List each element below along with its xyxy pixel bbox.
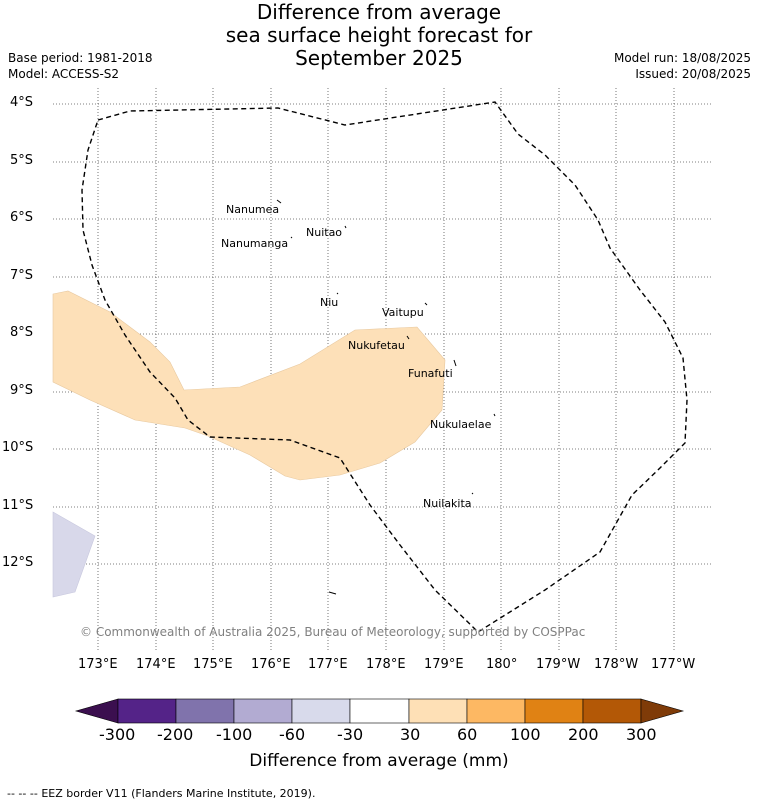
lat-label: 7°S — [10, 268, 34, 283]
lon-label: 177°W — [651, 657, 696, 672]
eez-border — [81, 101, 688, 633]
lat-label: 6°S — [10, 210, 34, 225]
island-nukulaelae-marker — [493, 413, 496, 417]
lat-label: 11°S — [2, 498, 34, 513]
base-period: Base period: 1981-2018 — [8, 51, 153, 65]
lon-label: 180° — [486, 657, 518, 672]
island-label-nanumea: Nanumea — [226, 203, 280, 216]
lon-label: 178°E — [366, 657, 406, 672]
colorbar-tick-label: -200 — [157, 725, 194, 744]
island-funafuti-marker — [453, 359, 457, 367]
island-small-south-marker — [328, 591, 337, 595]
colorbar-tick-label: -30 — [337, 725, 364, 744]
anomaly-region-negative — [52, 511, 96, 598]
island-label-vaitupu: Vaitupu — [382, 306, 424, 319]
lat-label: 5°S — [10, 153, 34, 168]
anomaly-region-positive — [52, 290, 446, 481]
island-nuilakita-marker — [471, 492, 474, 495]
island-vaitupu-marker — [424, 302, 428, 306]
lat-label: 12°S — [2, 555, 34, 570]
lon-label: 173°E — [78, 657, 118, 672]
eez-legend-symbol: -- -- -- — [7, 787, 38, 800]
island-label-niu: Niu — [320, 296, 339, 309]
colorbar-title: Difference from average (mm) — [249, 751, 509, 771]
island-label-nanumanga: Nanumanga — [221, 237, 289, 250]
island-niu-marker — [336, 292, 339, 295]
island-label-nukufetau: Nukufetau — [348, 339, 405, 352]
island-label-funafuti: Funafuti — [408, 367, 453, 380]
colorbar-tick-label: -300 — [99, 725, 136, 744]
lon-label: 178°W — [594, 657, 639, 672]
lon-label: 177°E — [308, 657, 348, 672]
colorbar-tick-label: 30 — [400, 725, 421, 744]
lon-label: 179°E — [424, 657, 464, 672]
issued-date: Issued: 20/08/2025 — [635, 67, 751, 81]
colorbar-tick-label: 300 — [626, 725, 657, 744]
chart-title-line-2: sea surface height forecast for — [225, 23, 533, 47]
island-nukufetau-marker — [406, 335, 410, 340]
eez-legend: -- -- -- EEZ border V11 (Flanders Marine… — [7, 787, 315, 800]
island-label-nukulaelae: Nukulaelae — [430, 418, 492, 431]
lon-label: 174°E — [136, 657, 176, 672]
lat-label: 4°S — [10, 95, 34, 110]
colorbar-tick-label: -100 — [216, 725, 253, 744]
model-run: Model run: 18/08/2025 — [613, 51, 751, 65]
lon-label: 175°E — [193, 657, 233, 672]
lat-label: 8°S — [10, 325, 34, 340]
lon-label: 176°E — [251, 657, 291, 672]
colorbar-tick-label: 60 — [457, 725, 478, 744]
lat-label: 10°S — [2, 440, 34, 455]
island-nanumea-marker — [276, 199, 282, 204]
island-label-nuitao: Nuitao — [306, 226, 343, 239]
chart-title-line-3: September 2025 — [295, 46, 463, 70]
island-label-nuilakita: Nuilakita — [423, 497, 472, 510]
eez-legend-text: EEZ border V11 (Flanders Marine Institut… — [41, 787, 316, 800]
colorbar-tick-label: -60 — [279, 725, 306, 744]
lat-label: 9°S — [10, 383, 34, 398]
colorbar-tick-label: 100 — [510, 725, 541, 744]
island-nanumanga-marker — [290, 236, 293, 239]
copyright-text: © Commonwealth of Australia 2025, Bureau… — [80, 625, 586, 639]
lon-label: 179°W — [536, 657, 581, 672]
model-name: Model: ACCESS-S2 — [8, 67, 120, 81]
colorbar-tick-label: 200 — [568, 725, 599, 744]
island-markers — [276, 199, 496, 595]
chart-title-line-1: Difference from average — [256, 0, 502, 24]
island-nuitao-marker — [344, 225, 347, 229]
